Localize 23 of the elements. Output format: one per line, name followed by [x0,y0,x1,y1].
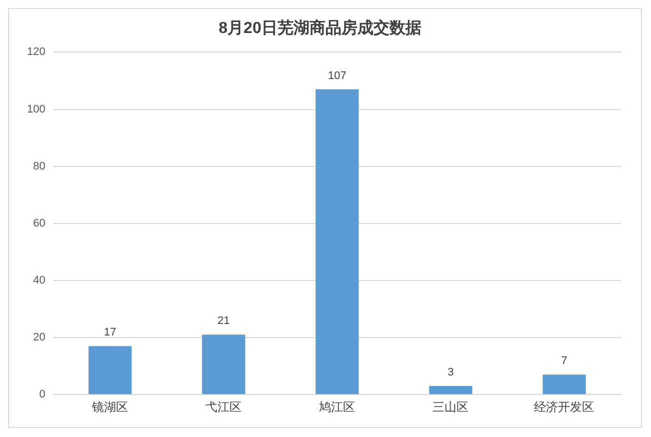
bar [429,386,472,394]
y-tick-label: 60 [33,217,46,230]
y-tick-label: 0 [39,388,46,401]
x-tick-label: 鸠江区 [319,400,356,414]
data-label: 21 [218,315,230,328]
x-tick-label: 经济开发区 [534,400,594,414]
x-tick-label: 三山区 [432,400,469,414]
x-tick-label: 镜湖区 [91,400,128,414]
data-label: 17 [104,326,116,339]
data-label: 3 [448,366,454,379]
data-label: 107 [328,70,346,82]
bar [202,334,246,394]
bar [542,374,586,394]
x-tick-label: 弋江区 [206,400,242,414]
bar [316,89,359,394]
data-label: 7 [561,355,568,368]
chart-title: 8月20日芜湖商品房成交数据 [218,18,422,38]
y-tick-label: 40 [33,274,46,286]
y-tick-label: 80 [33,160,46,172]
y-tick-label: 120 [26,46,46,58]
bar [88,346,132,394]
y-tick-label: 20 [33,332,46,344]
y-tick-label: 100 [26,103,46,116]
